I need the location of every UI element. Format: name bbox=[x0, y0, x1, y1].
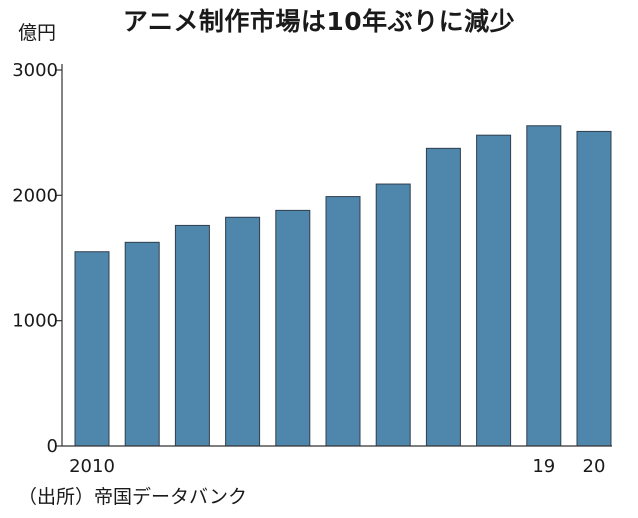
bar bbox=[74, 251, 110, 447]
y-tick-label: 2000 bbox=[12, 185, 58, 206]
y-tick-label: 0 bbox=[47, 436, 58, 457]
x-tick-label: 2010 bbox=[69, 456, 115, 477]
bar bbox=[325, 196, 361, 447]
source-note: （出所）帝国データバンク bbox=[18, 486, 247, 508]
y-tick-label: 3000 bbox=[12, 60, 58, 81]
bar bbox=[275, 209, 311, 447]
x-tick-label: 20 bbox=[583, 456, 606, 477]
bar bbox=[425, 147, 461, 447]
bar bbox=[375, 183, 411, 447]
x-tick-label: 19 bbox=[532, 456, 555, 477]
y-tick-label: 1000 bbox=[12, 311, 58, 332]
chart-title: アニメ制作市場は10年ぶりに減少 bbox=[122, 7, 516, 36]
bar bbox=[476, 134, 512, 447]
bar bbox=[526, 125, 562, 447]
y-axis-unit-label: 億円 bbox=[18, 22, 57, 44]
bar bbox=[576, 130, 612, 447]
bar bbox=[225, 216, 261, 447]
bar bbox=[124, 241, 160, 447]
bar bbox=[174, 224, 210, 447]
